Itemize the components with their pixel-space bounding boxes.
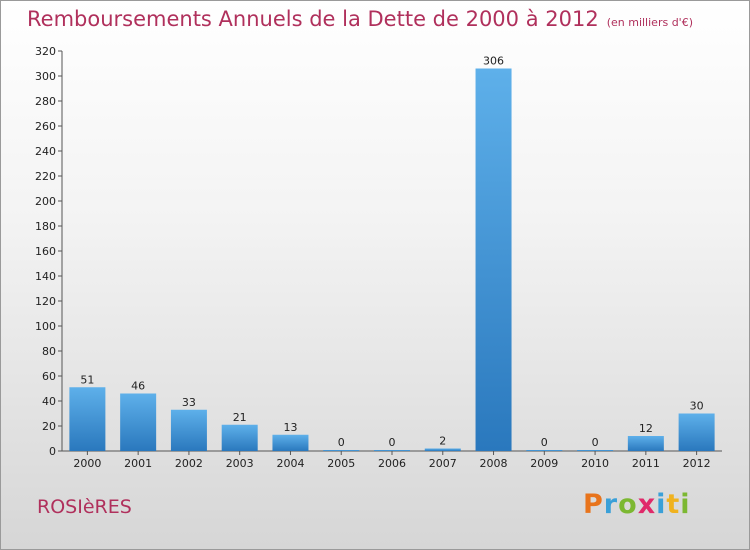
data-label-2012: 30: [690, 400, 704, 413]
y-tick-label: 220: [35, 170, 56, 183]
logo-letter: x: [637, 489, 657, 520]
bar-2002: [170, 409, 207, 451]
bar-2003: [221, 424, 258, 451]
y-tick-label: 60: [42, 370, 56, 383]
data-label-2007: 2: [439, 435, 446, 448]
x-tick-label-2009: 2009: [530, 457, 558, 470]
logo-letter: t: [666, 489, 681, 520]
y-tick-label: 40: [42, 395, 56, 408]
bar-2010: [577, 450, 614, 451]
logo-letter: P: [583, 489, 604, 520]
y-tick-label: 320: [35, 45, 56, 58]
bar-2000: [69, 387, 106, 451]
x-tick-label-2001: 2001: [124, 457, 152, 470]
x-tick-label-2008: 2008: [480, 457, 508, 470]
x-tick-label-2010: 2010: [581, 457, 609, 470]
y-tick-label: 260: [35, 120, 56, 133]
data-label-2009: 0: [541, 436, 548, 449]
x-tick-label-2000: 2000: [73, 457, 101, 470]
data-label-2004: 13: [283, 421, 297, 434]
chart-title: Remboursements Annuels de la Dette de 20…: [27, 7, 693, 31]
x-tick-label-2005: 2005: [327, 457, 355, 470]
bar-2009: [526, 450, 563, 451]
bar-2012: [678, 413, 715, 451]
y-tick-label: 20: [42, 420, 56, 433]
proxiti-logo: Proxiti: [583, 489, 691, 520]
bar-2005: [323, 450, 360, 451]
data-label-2000: 51: [80, 373, 94, 386]
logo-letter: i: [656, 489, 667, 520]
data-label-2011: 12: [639, 422, 653, 435]
y-tick-label: 100: [35, 320, 56, 333]
data-label-2003: 21: [233, 411, 247, 424]
chart-title-main: Remboursements Annuels de la Dette de 20…: [27, 7, 599, 31]
data-label-2001: 46: [131, 380, 145, 393]
bar-2008: [475, 68, 512, 451]
y-tick-label: 0: [49, 445, 56, 458]
data-label-2006: 0: [389, 436, 396, 449]
y-tick-label: 120: [35, 295, 56, 308]
y-tick-label: 160: [35, 245, 56, 258]
data-label-2005: 0: [338, 436, 345, 449]
bar-2004: [272, 434, 309, 451]
logo-letter: o: [618, 489, 638, 520]
x-tick-label-2012: 2012: [683, 457, 711, 470]
x-tick-label-2011: 2011: [632, 457, 660, 470]
bar-2007: [424, 448, 461, 451]
x-tick-label-2002: 2002: [175, 457, 203, 470]
x-tick-label-2003: 2003: [226, 457, 254, 470]
data-label-2010: 0: [592, 436, 599, 449]
bar-2011: [627, 436, 664, 451]
y-tick-label: 200: [35, 195, 56, 208]
chart-subtitle: (en milliers d'€): [606, 16, 693, 29]
data-label-2002: 33: [182, 396, 196, 409]
y-tick-label: 300: [35, 70, 56, 83]
logo-letter: i: [680, 489, 691, 520]
bar-2001: [120, 393, 157, 451]
y-tick-label: 80: [42, 345, 56, 358]
commune-name: ROSIèRES: [37, 496, 132, 518]
x-tick-label-2004: 2004: [276, 457, 304, 470]
y-tick-label: 240: [35, 145, 56, 158]
x-tick-label-2007: 2007: [429, 457, 457, 470]
y-tick-label: 140: [35, 270, 56, 283]
bar-2006: [374, 450, 410, 451]
logo-letter: r: [603, 489, 619, 520]
x-tick-label-2006: 2006: [378, 457, 406, 470]
y-tick-label: 280: [35, 95, 56, 108]
y-tick-label: 180: [35, 220, 56, 233]
data-label-2008: 306: [483, 55, 504, 68]
